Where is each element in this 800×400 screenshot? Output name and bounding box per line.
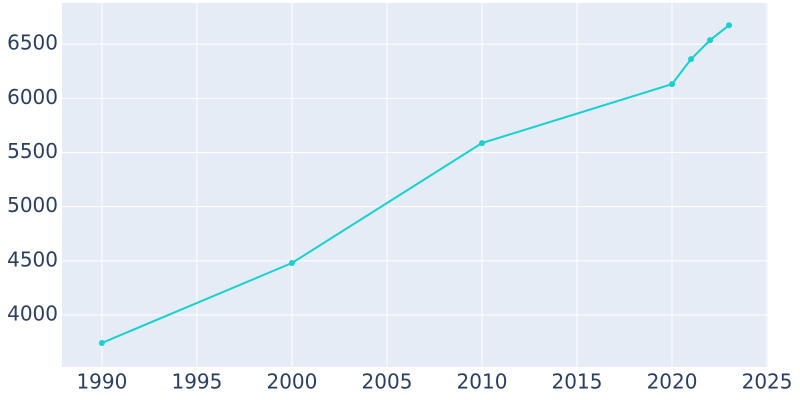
point [288,260,295,266]
x-tick-label: 2000 [266,370,317,394]
x-tick-label: 2025 [742,370,793,394]
y-tick-label: 5500 [7,139,58,163]
y-tick-label: 6000 [7,85,58,109]
point [688,56,695,63]
y-tick-label: 6500 [7,31,58,55]
point [98,339,105,346]
x-tick-label: 1995 [171,370,222,394]
point [726,22,733,29]
point [669,81,676,88]
y-tick-label: 4000 [7,302,58,326]
point [707,37,714,44]
point [478,140,485,147]
x-tick-label: 2005 [362,370,413,394]
x-tick-label: 2010 [457,370,508,394]
x-tick-label: 2020 [647,370,698,394]
y-tick-label: 4500 [7,247,58,271]
y-tick-label: 5000 [7,193,58,217]
x-tick-label: 2015 [552,370,603,394]
x-tick-label: 1990 [76,370,127,394]
